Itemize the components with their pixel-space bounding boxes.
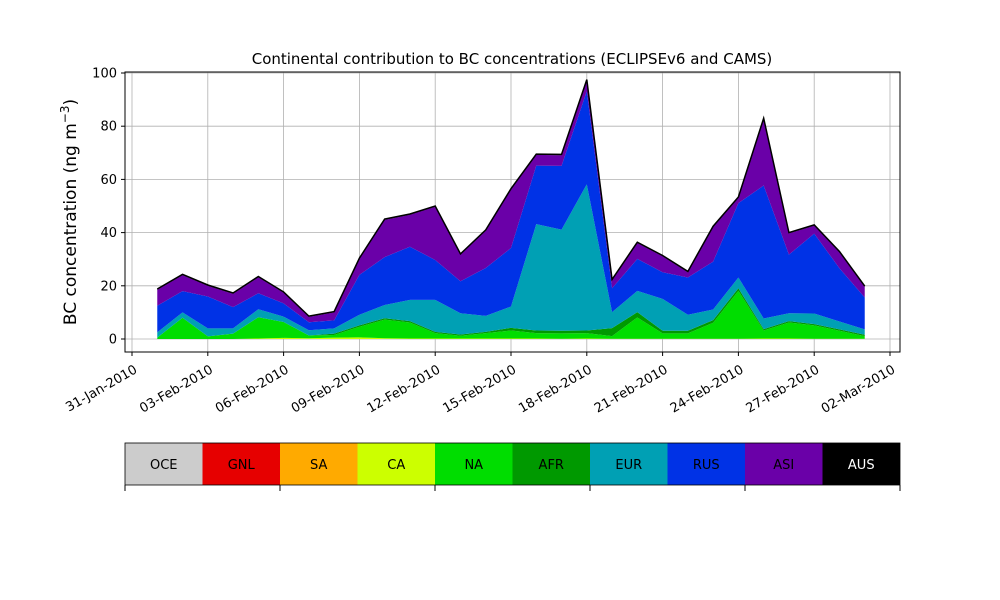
legend-swatch-aus [822, 443, 900, 485]
legend-swatch-eur [590, 443, 668, 485]
legend-label-ca: CA [387, 458, 405, 473]
plot-area: 0 20 40 60 80 100 31-Jan-201003-Feb-201006-Feb… [58, 50, 901, 417]
y-axis-label-main: BC concentration (ng m [61, 123, 81, 325]
axes-frame [124, 71, 901, 353]
y-axis-label-sup: −3 [58, 105, 72, 123]
x-tick-label: 31-Jan-2010 [63, 362, 140, 415]
legend-label-asi: ASI [773, 458, 794, 473]
x-tick-label: 24-Feb-2010 [668, 362, 747, 416]
area-eur [157, 184, 865, 338]
x-tick-label: 18-Feb-2010 [516, 362, 595, 416]
y-tick-label: 40 [100, 226, 117, 241]
legend-swatch-oce [125, 443, 203, 485]
total-outline [156, 79, 866, 317]
y-axis-label-close: ) [61, 99, 81, 106]
legend-label-rus: RUS [693, 458, 720, 473]
area-rus [157, 91, 865, 333]
x-tick-label: 27-Feb-2010 [744, 362, 823, 416]
area-na [157, 290, 865, 339]
x-tick-label: 06-Feb-2010 [213, 362, 292, 416]
legend-label-sa: SA [310, 458, 327, 473]
legend-label-aus: AUS [848, 458, 875, 473]
x-tick-label: 09-Feb-2010 [289, 362, 368, 416]
x-tick-label: 03-Feb-2010 [137, 362, 216, 416]
chart-title: Continental contribution to BC concentra… [252, 50, 773, 68]
legend-swatch-ca [357, 443, 435, 485]
stacked-area-series [156, 79, 866, 339]
legend-colorbar: OCE GNL SA CA NA AFR EUR RUS ASI AUS [124, 442, 901, 491]
legend-swatch-afr [512, 443, 590, 485]
y-tick-label: 0 [109, 333, 117, 348]
x-tick-label: 12-Feb-2010 [365, 362, 444, 416]
area-ca [157, 337, 865, 339]
area-asi [157, 80, 865, 323]
legend-label-gnl: GNL [228, 458, 256, 473]
legend-label-eur: EUR [615, 458, 642, 473]
legend-frame [124, 442, 901, 486]
x-tick-label: 02-Mar-2010 [819, 362, 898, 416]
y-axis-label: BC concentration (ng m−3) [58, 99, 81, 325]
legend-swatch-na [435, 443, 513, 485]
legend-swatch-rus [667, 443, 745, 485]
legend-swatch-sa [280, 443, 358, 485]
legend-swatch-asi [745, 443, 823, 485]
y-tick-label: 20 [100, 279, 117, 294]
x-tick-label: 15-Feb-2010 [440, 362, 519, 416]
legend-label-afr: AFR [539, 458, 564, 473]
legend-label-na: NA [464, 458, 483, 473]
y-tick-label: 100 [92, 67, 117, 82]
legend-label-oce: OCE [150, 458, 178, 473]
y-tick-label: 60 [100, 173, 117, 188]
x-tick-label: 21-Feb-2010 [592, 362, 671, 416]
legend-swatch-gnl [202, 443, 280, 485]
y-tick-label: 80 [100, 120, 117, 135]
